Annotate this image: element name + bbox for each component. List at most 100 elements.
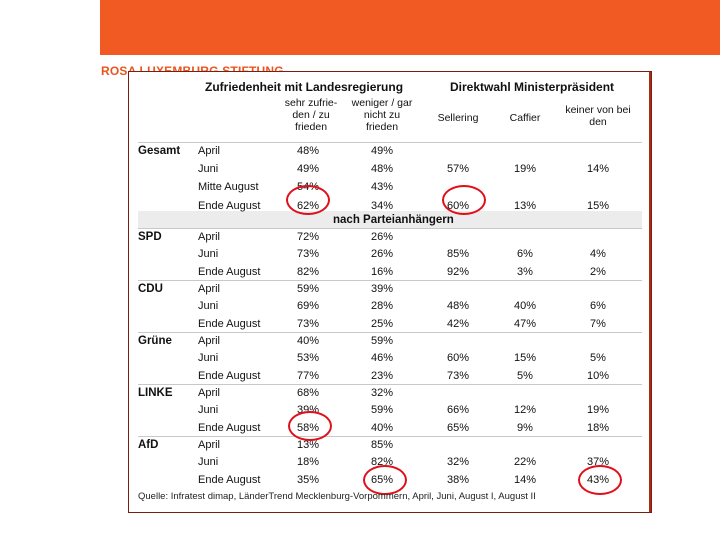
row-label: April — [198, 145, 221, 157]
value-cell-none: 2% — [590, 265, 606, 278]
row-label: Ende August — [198, 317, 261, 330]
value-cell-caf: 40% — [513, 300, 537, 313]
party-subheader: nach Parteianhängern — [333, 214, 454, 226]
value-cell-sel: 48% — [446, 300, 470, 313]
party-subheader-band — [138, 211, 642, 228]
value-cell-sel: 85% — [446, 248, 470, 261]
value-cell-sat: 73% — [296, 317, 320, 330]
group-divider — [138, 142, 642, 143]
value-cell-sel: 57% — [446, 163, 470, 176]
row-label: Juni — [198, 248, 219, 261]
value-cell-unsat: 28% — [370, 300, 394, 313]
row-label: Ende August — [198, 473, 261, 486]
value-cell-caf: 3% — [517, 265, 533, 278]
group-label: Grüne — [138, 335, 172, 347]
value-cell-caf: 22% — [513, 456, 537, 469]
value-cell-sat: 69% — [296, 300, 320, 313]
header-direct-vote: Direktwahl Ministerpräsident — [450, 80, 615, 94]
value-cell-unsat: 23% — [370, 369, 394, 382]
value-cell-unsat: 48% — [370, 163, 394, 176]
value-cell-none: 6% — [590, 300, 606, 313]
value-cell-sat: 13% — [296, 439, 320, 451]
value-cell-unsat: 59% — [370, 335, 394, 347]
group-divider — [138, 280, 642, 281]
row-label: April — [198, 283, 221, 295]
source-note: Quelle: Infratest dimap, LänderTrend Mec… — [138, 491, 536, 502]
row-label: Ende August — [198, 199, 261, 212]
value-cell-sel: 92% — [446, 265, 470, 278]
row-label: April — [198, 387, 221, 399]
value-cell-sat: 59% — [296, 283, 320, 295]
row-label: Ende August — [198, 369, 261, 382]
header-satisfaction: Zufriedenheit mit Landesregierung — [205, 80, 404, 94]
highlight-circle — [288, 411, 332, 441]
value-cell-unsat: 25% — [370, 317, 394, 330]
group-divider — [138, 332, 642, 333]
group-label: LINKE — [138, 387, 173, 399]
group-label: Gesamt — [138, 145, 181, 157]
group-label: CDU — [138, 283, 163, 295]
col-header-unsatisfied: weniger / gar nicht zu frieden — [351, 97, 413, 133]
row-label: April — [198, 439, 221, 451]
value-cell-none: 15% — [586, 199, 610, 212]
value-cell-sel: 42% — [446, 317, 470, 330]
value-cell-none: 5% — [590, 352, 606, 365]
value-cell-caf: 15% — [513, 352, 537, 365]
row-label: Juni — [198, 300, 219, 313]
row-label: Juni — [198, 456, 219, 469]
value-cell-unsat: 40% — [370, 421, 394, 434]
value-cell-caf: 12% — [513, 404, 537, 417]
group-label: SPD — [138, 231, 162, 243]
value-cell-none: 14% — [586, 163, 610, 176]
col-header-sellering: Sellering — [437, 112, 479, 124]
value-cell-unsat: 26% — [370, 231, 394, 243]
value-cell-sat: 18% — [296, 456, 320, 469]
value-cell-unsat: 43% — [370, 181, 394, 194]
row-label: Ende August — [198, 265, 261, 278]
value-cell-caf: 19% — [513, 163, 537, 176]
value-cell-sat: 72% — [296, 231, 320, 243]
value-cell-sat: 73% — [296, 248, 320, 261]
value-cell-sel: 38% — [446, 473, 470, 486]
value-cell-none: 19% — [586, 404, 610, 417]
value-cell-sat: 48% — [296, 145, 320, 157]
value-cell-sat: 40% — [296, 335, 320, 347]
row-label: April — [198, 231, 221, 243]
value-cell-caf: 47% — [513, 317, 537, 330]
value-cell-caf: 9% — [517, 421, 533, 434]
value-cell-sel: 32% — [446, 456, 470, 469]
value-cell-none: 7% — [590, 317, 606, 330]
value-cell-none: 18% — [586, 421, 610, 434]
value-cell-unsat: 39% — [370, 283, 394, 295]
col-header-satisfied: sehr zufrie-den / zu frieden — [284, 97, 338, 133]
col-header-none: keiner von bei den — [565, 104, 631, 128]
value-cell-none: 4% — [590, 248, 606, 261]
row-label: Juni — [198, 163, 219, 176]
row-label: Mitte August — [198, 181, 259, 194]
row-label: Ende August — [198, 421, 261, 434]
highlight-circle — [578, 465, 622, 495]
brand-logo-text: ROSA LUXEMBURG STIFTUNG — [101, 64, 284, 75]
value-cell-none: 10% — [586, 369, 610, 382]
highlight-circle — [286, 185, 330, 215]
value-cell-unsat: 85% — [370, 439, 394, 451]
value-cell-sel: 73% — [446, 369, 470, 382]
table-image-frame — [128, 71, 652, 513]
value-cell-unsat: 49% — [370, 145, 394, 157]
col-header-caffier: Caffier — [509, 112, 541, 124]
row-label: April — [198, 335, 221, 347]
highlight-circle — [442, 185, 486, 215]
group-divider — [138, 436, 642, 437]
value-cell-sel: 60% — [446, 352, 470, 365]
group-label: AfD — [138, 439, 159, 451]
value-cell-unsat: 59% — [370, 404, 394, 417]
value-cell-sat: 82% — [296, 265, 320, 278]
group-divider — [138, 384, 642, 385]
value-cell-sel: 66% — [446, 404, 470, 417]
group-divider — [138, 228, 642, 229]
value-cell-unsat: 26% — [370, 248, 394, 261]
value-cell-unsat: 34% — [370, 199, 394, 212]
value-cell-unsat: 16% — [370, 265, 394, 278]
value-cell-caf: 14% — [513, 473, 537, 486]
value-cell-sat: 49% — [296, 163, 320, 176]
